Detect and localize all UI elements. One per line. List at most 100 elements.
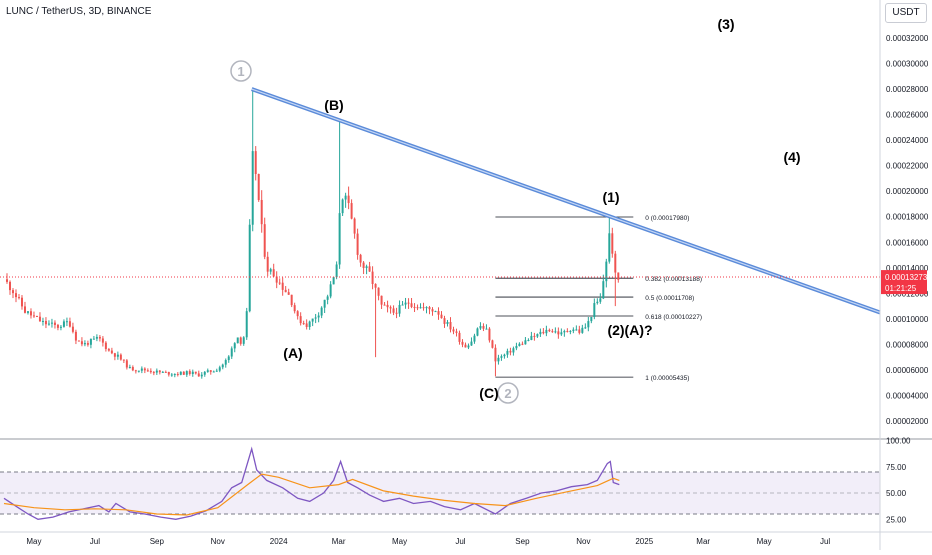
candle-body (359, 254, 362, 263)
candle-body (374, 283, 377, 288)
candle-body (140, 368, 143, 371)
candle-body (176, 374, 179, 376)
rsi-tick-label: 25.00 (886, 515, 907, 524)
candle-body (143, 368, 146, 371)
price-tick-label: 0.00008000 (886, 340, 929, 349)
candle-body (53, 322, 56, 325)
candle-body (56, 324, 59, 328)
currency-selector[interactable]: USDT (885, 3, 927, 23)
candle-body (431, 309, 434, 312)
candle-body (491, 340, 494, 348)
candle-body (596, 301, 599, 304)
candle-body (191, 371, 194, 374)
candle-body (293, 305, 296, 312)
candle-body (254, 151, 257, 174)
candle-body (308, 321, 311, 327)
candle-body (554, 331, 557, 333)
candle-body (68, 321, 71, 327)
fibonacci-retracement[interactable]: 0 (0.00017980) 0.382 (0.00013188) 0.5 (0.0… (495, 215, 702, 382)
candle-body (146, 370, 149, 372)
candle-body (398, 304, 401, 314)
candle-body (20, 297, 23, 307)
price-tick-label: 0.00030000 (886, 60, 929, 69)
price-tick-label: 0.00014000 (886, 264, 929, 273)
candle-body (539, 331, 542, 335)
wave-label-circled-2-circle (497, 382, 519, 404)
candle-body (545, 329, 548, 334)
candle-body (134, 370, 137, 372)
candle-body (548, 329, 551, 332)
candle-body (593, 303, 596, 317)
candle-body (161, 371, 164, 373)
trendline-highlight (251, 88, 881, 314)
candle-body (170, 374, 173, 376)
candle-body (572, 329, 575, 331)
candle-body (41, 320, 44, 322)
candle-body (221, 364, 224, 368)
candle-body (272, 269, 275, 277)
price-tick-label: 0.00032000 (886, 34, 929, 43)
candle-body (611, 233, 614, 254)
candle-body (569, 330, 572, 332)
candle-body (182, 371, 185, 375)
last-price-badge: 0.00013273 01:21:25 (881, 270, 928, 295)
trendline[interactable] (251, 87, 881, 315)
candle-body (44, 320, 47, 325)
time-tick-label: 2025 (635, 537, 653, 546)
price-tick-label: 0.00004000 (886, 391, 929, 400)
candle-body (467, 345, 470, 348)
candle-body (185, 371, 188, 375)
candle-body (167, 371, 170, 375)
time-tick-label: Jul (820, 537, 830, 546)
candle-body (95, 336, 98, 339)
candle-body (179, 371, 182, 375)
candle-body (131, 366, 134, 371)
candle-body (305, 323, 308, 327)
candle-body (23, 306, 26, 313)
candle-body (584, 327, 587, 329)
price-tick-label: 0.00024000 (886, 136, 929, 145)
candle-body (575, 329, 578, 331)
candle-body (155, 370, 158, 373)
candle-body (350, 203, 353, 219)
candle-body (392, 308, 395, 313)
candle-body (158, 370, 161, 373)
candle-body (35, 315, 38, 317)
candle-body (194, 371, 197, 374)
candle-body (566, 331, 569, 333)
countdown-label: 01:21:25 (885, 284, 917, 293)
candle-body (389, 307, 392, 309)
candle-body (128, 366, 131, 368)
rsi-tick-label: 75.00 (886, 463, 907, 472)
candle-body (65, 321, 68, 323)
candle-body (509, 350, 512, 353)
candle-body (563, 331, 566, 333)
price-tick-label: 0.00002000 (886, 417, 929, 426)
price-tick-label: 0.00010000 (886, 315, 929, 324)
candle-body (74, 331, 77, 341)
candle-body (251, 151, 254, 225)
symbol-title[interactable]: LUNC / TetherUS, 3D, BINANCE (6, 6, 152, 17)
candle-body (344, 195, 347, 200)
candle-body (317, 315, 320, 318)
candle-body (164, 371, 167, 373)
candle-body (527, 339, 530, 341)
time-axis[interactable]: May Jul Sep Nov 2024 Mar May Jul Sep Nov 2025 Mar Ma… (26, 537, 830, 546)
candle-body (599, 298, 602, 302)
candle-body (86, 343, 89, 345)
time-tick-label: Jul (90, 537, 100, 546)
last-price-label: 0.00013273 (885, 273, 928, 282)
rsi-band-fill (0, 472, 880, 514)
candle-body (530, 335, 533, 340)
rsi-indicator (3, 446, 620, 520)
rsi-axis[interactable]: 100.00 75.00 50.00 25.00 (886, 437, 911, 525)
candle-body (347, 195, 350, 204)
candle-body (383, 304, 386, 306)
candle-body (371, 271, 374, 284)
candle-body (461, 341, 464, 345)
candle-body (419, 307, 422, 309)
fib-level-label: 1 (0.00005435) (645, 375, 689, 382)
candle-body (278, 282, 281, 284)
